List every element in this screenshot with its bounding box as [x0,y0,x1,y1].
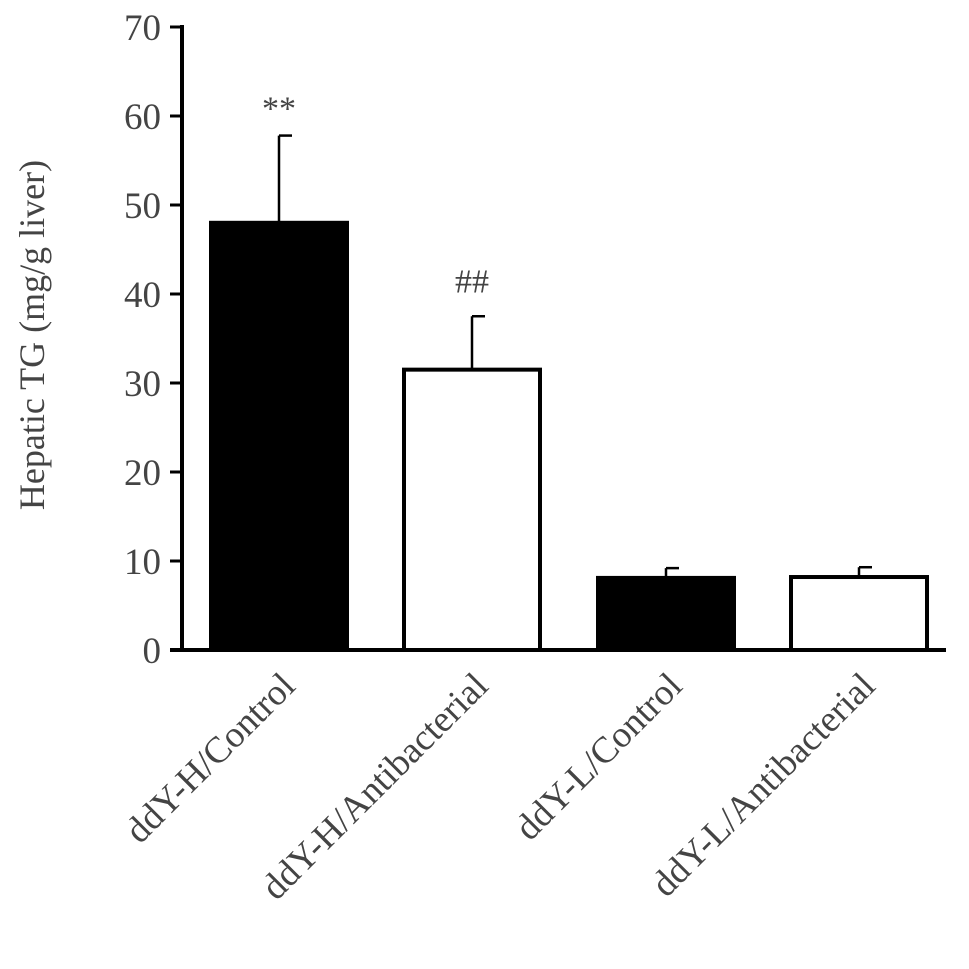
y-tick-label: 60 [124,97,161,138]
y-tick-label: 40 [124,275,161,316]
x-tick-label: ddY-H/Control [117,665,303,851]
significance-annotations: ** ## [262,91,489,301]
x-tick-label: ddY-L/Control [507,665,690,848]
y-tick-label: 10 [124,542,161,583]
significance-mark: ## [455,263,489,300]
y-axis-ticks: 0 10 20 30 40 50 60 70 [124,8,182,672]
bar [789,575,929,653]
y-tick-label: 0 [143,631,162,672]
y-tick-label: 70 [124,8,161,49]
error-bars [277,134,872,578]
bar [596,575,736,652]
bar [209,220,349,653]
bars [209,220,929,653]
bar [402,367,542,652]
significance-mark: ** [262,91,296,128]
y-tick-label: 20 [124,453,161,494]
y-tick-label: 50 [124,186,161,227]
y-axis-label: Hepatic TG (mg/g liver) [12,160,52,510]
y-tick-label: 30 [124,364,161,405]
